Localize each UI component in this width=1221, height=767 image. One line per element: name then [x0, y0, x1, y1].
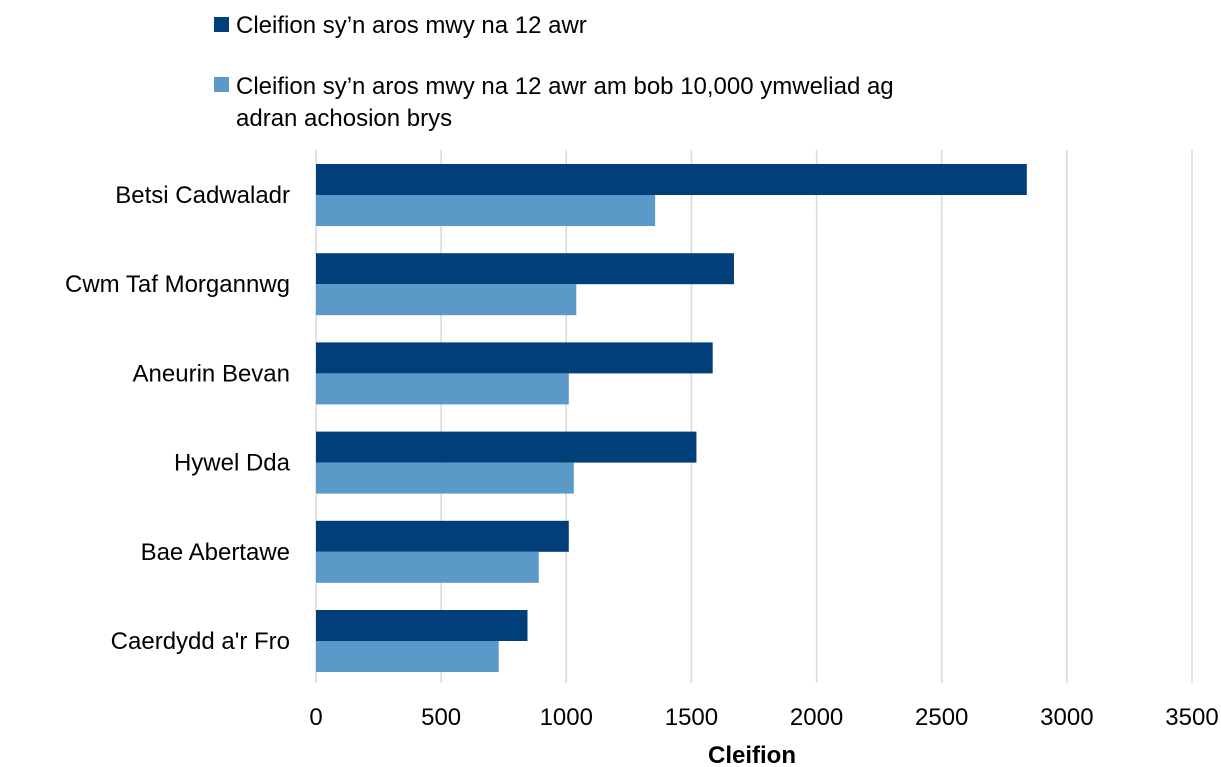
- bar-betsi-cadwaladr-series-1: [316, 164, 1027, 195]
- x-tick-label-2000: 2000: [790, 704, 843, 731]
- bar-hywel-dda-series-2: [316, 462, 574, 494]
- legend-label-series-2: Cleifion sy’n aros mwy na 12 awr am bob …: [236, 73, 900, 132]
- bar-caerdydd-a-r-fro-series-2: [316, 641, 499, 672]
- x-tick-label-3000: 3000: [1040, 704, 1093, 731]
- x-tick-label-500: 500: [421, 704, 461, 731]
- legend-swatch-series-2: [214, 77, 229, 92]
- x-tick-label-1000: 1000: [540, 704, 593, 731]
- legend-label-series-1: Cleifion sy’n aros mwy na 12 awr: [236, 12, 587, 39]
- x-tick-label-0: 0: [309, 704, 322, 731]
- bar-bae-abertawe-series-1: [316, 520, 569, 552]
- category-labels: Betsi Cadwaladr Cwm Taf Morgannwg Aneurin …: [65, 182, 291, 655]
- x-tick-label-3500: 3500: [1165, 704, 1218, 731]
- bar-cwm-taf-morgannwg-series-2: [316, 284, 577, 316]
- bar-betsi-cadwaladr-series-2: [316, 195, 656, 226]
- chart-legend: Cleifion sy’n aros mwy na 12 awr Cleifio…: [214, 12, 900, 132]
- gridlines: [315, 150, 1193, 683]
- bars: [316, 164, 1027, 672]
- legend-label-series-2-line-2: adran achosion brys: [236, 105, 452, 132]
- bar-hywel-dda-series-1: [316, 431, 697, 463]
- category-label-betsi-cadwaladr: Betsi Cadwaladr: [115, 182, 290, 209]
- category-label-bae-abertawe: Bae Abertawe: [141, 539, 290, 566]
- bar-bae-abertawe-series-2: [316, 551, 539, 583]
- x-axis-title: Cleifion: [708, 742, 796, 767]
- bar-caerdydd-a-r-fro-series-1: [316, 610, 528, 641]
- legend-label-series-2-line-1: Cleifion sy’n aros mwy na 12 awr am bob …: [236, 73, 894, 100]
- x-tick-label-1500: 1500: [665, 704, 718, 731]
- bar-aneurin-bevan-series-1: [316, 342, 713, 374]
- category-label-hywel-dda: Hywel Dda: [174, 450, 291, 477]
- category-label-caerdydd-a-r-fro: Caerdydd a'r Fro: [111, 628, 290, 655]
- legend-swatch-series-1: [214, 17, 229, 32]
- bar-cwm-taf-morgannwg-series-1: [316, 253, 734, 285]
- bar-aneurin-bevan-series-2: [316, 373, 569, 405]
- category-label-cwm-taf-morgannwg: Cwm Taf Morgannwg: [65, 271, 290, 298]
- x-tick-labels: 0 500 1000 1500 2000 2500 3000 3500: [309, 704, 1218, 731]
- category-label-aneurin-bevan: Aneurin Bevan: [133, 360, 290, 387]
- x-tick-label-2500: 2500: [915, 704, 968, 731]
